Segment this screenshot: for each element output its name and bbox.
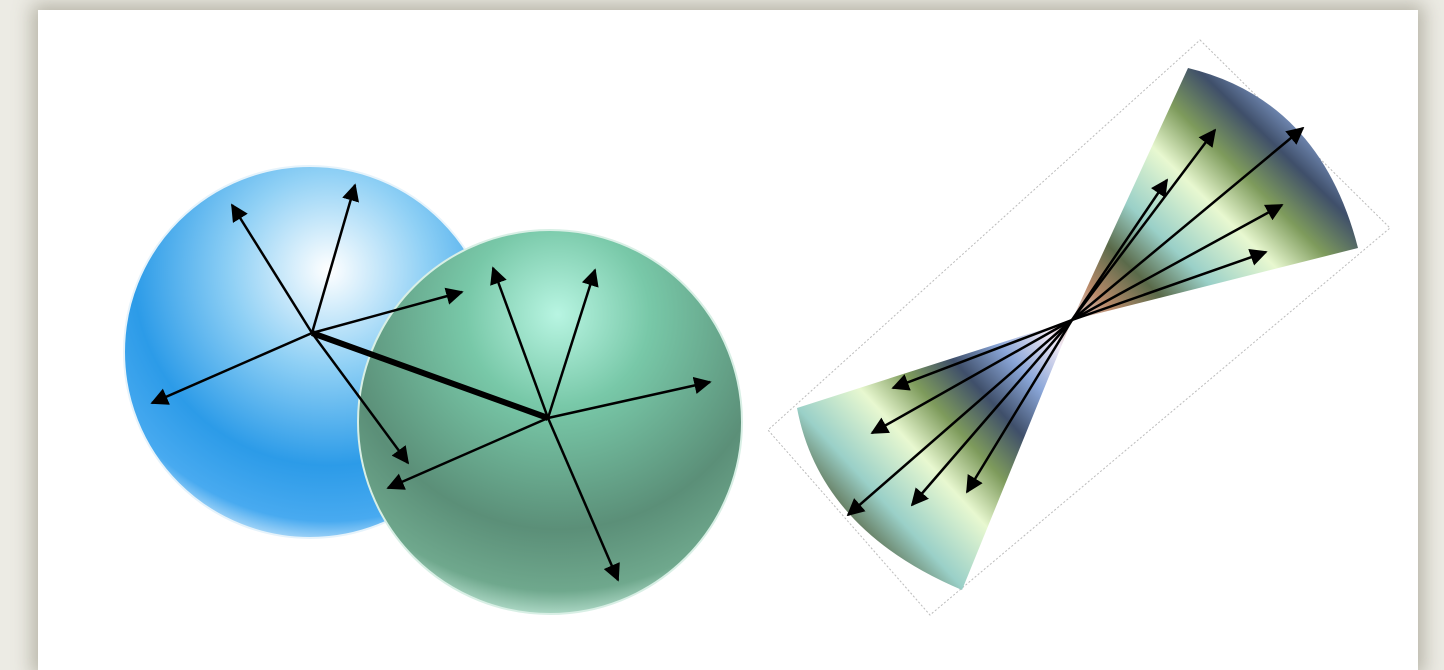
arrow (1071, 126, 1305, 321)
arrow (490, 266, 550, 419)
arrow (1071, 248, 1268, 322)
arrow (230, 203, 314, 334)
arrow (547, 376, 712, 420)
arrow (546, 268, 599, 419)
upper-cone (1072, 68, 1358, 320)
arrow (910, 319, 1073, 507)
lower-cone (797, 320, 1072, 590)
sphere-arrows (150, 183, 712, 582)
page: {} html, body { margin: 0; padding: 0; w… (38, 10, 1418, 670)
arrow (965, 319, 1074, 494)
arrow (1071, 128, 1217, 321)
arrow (310, 332, 410, 465)
arrow (386, 416, 549, 490)
arrow (870, 318, 1073, 435)
arrow (150, 331, 313, 405)
arrow (1071, 203, 1284, 322)
cone-bounding-box (767, 39, 1391, 616)
arrow (891, 318, 1073, 391)
arrow (1070, 178, 1169, 321)
arrow (846, 319, 1073, 517)
illustration (123, 39, 1391, 616)
arrow (310, 183, 360, 334)
cone-arrows (846, 126, 1305, 517)
body (38, 10, 1418, 670)
connecting-bond (310, 330, 550, 421)
arrow (311, 287, 464, 335)
arrow (546, 417, 620, 582)
